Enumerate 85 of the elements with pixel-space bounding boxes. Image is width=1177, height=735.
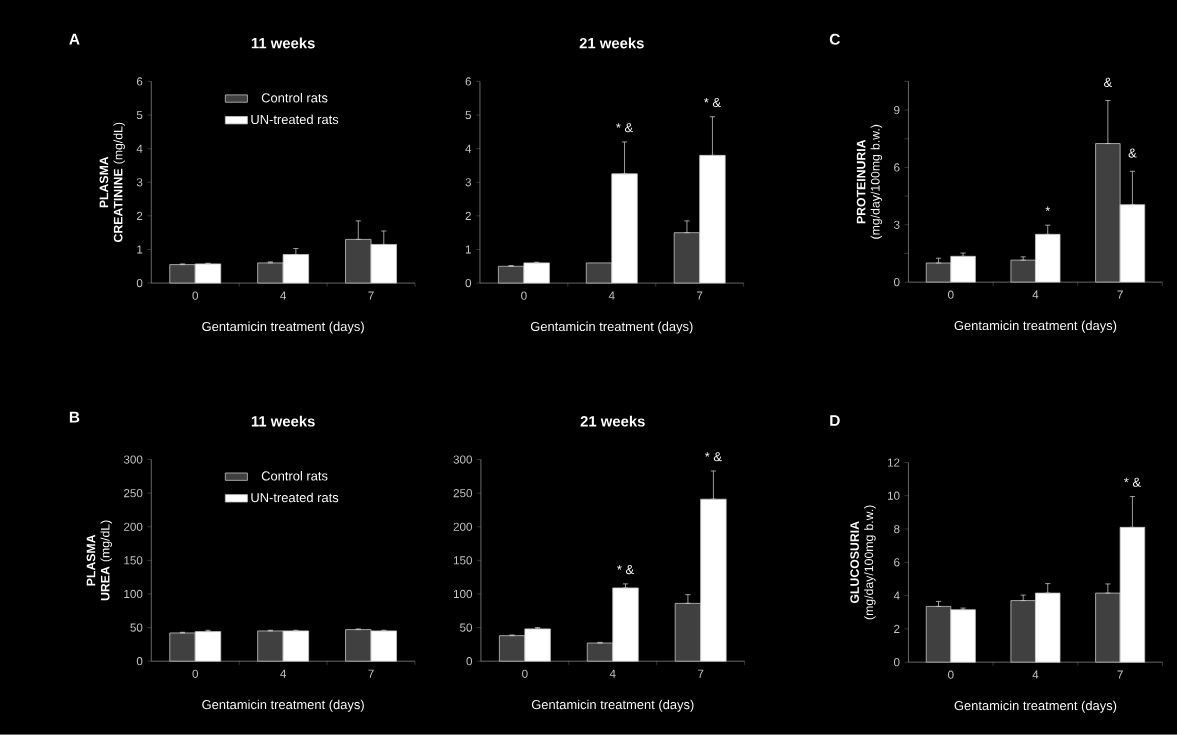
y-tick-label: 250 [453,489,473,498]
x-tick-label: 7 [1117,290,1123,299]
x-tick-label: 4 [280,669,287,678]
y-axis-title: PROTEINURIA (mg/day/100mg b.w.) [856,124,883,239]
y-tick-label: 12 [887,458,900,467]
y-tick-label: 1 [465,245,471,254]
x-axis-title: Gentamicin treatment (days) [954,700,1117,713]
y-tick-label: 4 [465,144,472,153]
y-tick-label: 50 [460,623,473,632]
y-tick-label: 0 [893,278,900,287]
text: B [69,411,80,423]
chart-title: 21 weeks [580,415,645,427]
y-tick-label: 5 [136,111,143,120]
y-tick-label: 2 [465,211,471,220]
annotation: * & [617,565,634,575]
y-tick-label: 3 [136,178,143,187]
y-tick-label: 100 [453,589,473,599]
chart-title: 21 weeks [579,37,644,49]
y-tick-label: 0 [893,658,900,667]
y-tick-label: 250 [124,489,143,498]
annotation: * & [704,97,721,108]
x-tick-label: 0 [521,291,527,300]
y-tick-label: 200 [453,522,473,531]
y-tick-label: 100 [124,589,143,599]
x-tick-label: 4 [1032,670,1039,679]
x-tick-label: 7 [698,669,704,678]
y-tick-label: 4 [136,144,143,153]
chart-title: 11 weeks [251,37,315,49]
x-tick-label: 0 [192,669,199,678]
legend-label: UN-treated rats [251,492,339,503]
chart-title: 11 weeks [251,415,315,427]
legend-label: Control rats [261,471,328,481]
x-tick-label: 4 [1032,290,1039,299]
y-tick-label: 2 [136,211,143,220]
y-tick-label: 150 [124,556,143,565]
x-axis-title: Gentamicin treatment (days) [202,321,364,334]
annotation: * & [616,123,633,133]
legend-label: Control rats [261,92,328,103]
legend-label: UN-treated rats [251,114,339,125]
x-tick-label: 4 [608,291,615,300]
y-tick-label: 9 [894,106,900,115]
x-tick-label: 0 [948,290,954,299]
y-tick-label: 5 [465,111,472,120]
x-tick-label: 7 [368,669,374,678]
y-tick-label: 300 [123,455,143,464]
y-tick-label: 6 [894,558,900,567]
x-axis-title: Gentamicin treatment (days) [530,321,693,334]
annotation: * [1045,206,1051,212]
y-tick-label: 6 [136,77,143,86]
y-tick-label: 2 [894,624,900,633]
annotation: & [1103,77,1112,87]
y-tick-label: 3 [893,220,900,229]
x-axis-title: Gentamicin treatment (days) [954,320,1117,333]
y-tick-label: 10 [887,491,900,500]
x-axis-title: Gentamicin treatment (days) [202,699,364,712]
text: A [69,33,80,45]
x-axis-title: Gentamicin treatment (days) [531,699,694,712]
y-tick-label: 200 [124,522,143,531]
annotation: * & [704,452,722,462]
text: C [829,33,840,45]
y-tick-label: 150 [453,556,473,565]
y-tick-label: 3 [465,178,471,187]
y-tick-label: 0 [465,279,472,288]
x-tick-label: 0 [192,291,199,300]
text: D [830,415,840,426]
x-tick-label: 7 [368,291,374,300]
y-tick-label: 6 [465,77,471,86]
y-tick-label: 0 [466,657,473,666]
y-tick-label: 8 [894,524,900,534]
y-tick-label: 50 [130,623,143,632]
x-tick-label: 7 [1117,670,1123,679]
x-tick-label: 4 [280,291,287,300]
y-axis-title: GLUCOSURIA (mg/day/100mg b.w.) [850,505,876,620]
y-tick-label: 0 [136,279,143,288]
x-tick-label: 0 [948,670,954,679]
annotation: & [1128,148,1137,158]
annotation: * & [1123,477,1141,487]
x-tick-label: 7 [697,291,703,300]
y-tick-label: 1 [137,245,143,254]
y-tick-label: 4 [893,591,900,600]
y-tick-label: 6 [894,163,900,172]
x-tick-label: 0 [522,669,528,678]
y-tick-label: 300 [453,455,473,464]
y-tick-label: 0 [136,657,143,666]
x-tick-label: 4 [609,669,616,678]
